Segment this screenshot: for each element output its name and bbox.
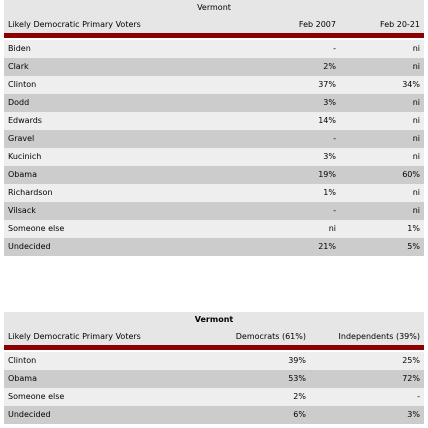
value-cell: -	[333, 44, 336, 53]
header-cell: Likely Democratic Primary Voters	[8, 332, 141, 341]
value-cell: 19%	[318, 170, 336, 179]
name-cell: Gravel	[8, 134, 35, 143]
header-divider	[4, 345, 424, 350]
name-cell: Vilsack	[8, 206, 36, 215]
header-row: Likely Democratic Primary Voters Democrat…	[4, 328, 424, 345]
data-row: Gravel - ni	[4, 130, 424, 148]
name-cell: Kucinich	[8, 152, 42, 161]
data-row: Someone else ni 1%	[4, 220, 424, 238]
data-row: Clinton 39% 25%	[4, 352, 424, 370]
name-cell: Someone else	[8, 224, 65, 233]
table-title: Vermont	[4, 312, 424, 328]
data-row: Edwards 14% ni	[4, 112, 424, 130]
header-cell: Independents (39%)	[338, 332, 420, 341]
value-cell: ni	[412, 152, 420, 161]
value-cell: 2%	[293, 392, 306, 401]
value-cell: -	[333, 206, 336, 215]
table-title: Vermont	[4, 0, 424, 16]
value-cell: -	[333, 134, 336, 143]
value-cell: 1%	[323, 188, 336, 197]
header-cell: Democrats (61%)	[235, 332, 306, 341]
value-cell: 72%	[402, 374, 420, 383]
data-row: Someone else 2% -	[4, 388, 424, 406]
value-cell: ni	[412, 116, 420, 125]
name-cell: Dodd	[8, 98, 30, 107]
name-cell: Undecided	[8, 242, 51, 251]
data-row: Obama 53% 72%	[4, 370, 424, 388]
value-cell: 3%	[407, 410, 420, 419]
title-text: Vermont	[197, 3, 231, 12]
value-cell: ni	[412, 44, 420, 53]
name-cell: Richardson	[8, 188, 53, 197]
value-cell: 53%	[288, 374, 306, 383]
value-cell: ni	[412, 62, 420, 71]
data-row: Richardson 1% ni	[4, 184, 424, 202]
value-cell: 3%	[323, 98, 336, 107]
header-cell: Feb 2007	[298, 20, 336, 29]
value-cell: 2%	[323, 62, 336, 71]
name-cell: Clinton	[8, 356, 37, 365]
value-cell: 25%	[402, 356, 420, 365]
value-cell: 39%	[288, 356, 306, 365]
name-cell: Biden	[8, 44, 31, 53]
value-cell: ni	[412, 134, 420, 143]
data-row: Undecided 6% 3%	[4, 406, 424, 424]
data-row: Vilsack - ni	[4, 202, 424, 220]
title-text: Vermont	[194, 315, 234, 324]
data-row: Undecided 21% 5%	[4, 238, 424, 256]
name-cell: Someone else	[8, 392, 65, 401]
name-cell: Obama	[8, 374, 37, 383]
data-row: Dodd 3% ni	[4, 94, 424, 112]
name-cell: Obama	[8, 170, 37, 179]
data-row: Clinton 37% 34%	[4, 76, 424, 94]
header-row: Likely Democratic Primary Voters Feb 2007…	[4, 16, 424, 33]
name-cell: Edwards	[8, 116, 42, 125]
value-cell: 21%	[318, 242, 336, 251]
header-cell: Likely Democratic Primary Voters	[8, 20, 141, 29]
value-cell: ni	[412, 188, 420, 197]
value-cell: -	[417, 392, 420, 401]
name-cell: Undecided	[8, 410, 51, 419]
value-cell: 14%	[318, 116, 336, 125]
value-cell: ni	[328, 224, 336, 233]
data-row: Clark 2% ni	[4, 58, 424, 76]
name-cell: Clinton	[8, 80, 37, 89]
value-cell: 34%	[402, 80, 420, 89]
value-cell: 1%	[407, 224, 420, 233]
value-cell: 3%	[323, 152, 336, 161]
header-cell: Feb 20-21	[380, 20, 420, 29]
value-cell: 37%	[318, 80, 336, 89]
name-cell: Clark	[8, 62, 29, 71]
value-cell: ni	[412, 98, 420, 107]
data-row: Obama 19% 60%	[4, 166, 424, 184]
value-cell: 60%	[402, 170, 420, 179]
data-row: Biden - ni	[4, 40, 424, 58]
value-cell: ni	[412, 206, 420, 215]
header-divider	[4, 33, 424, 38]
value-cell: 5%	[407, 242, 420, 251]
value-cell: 6%	[293, 410, 306, 419]
data-row: Kucinich 3% ni	[4, 148, 424, 166]
